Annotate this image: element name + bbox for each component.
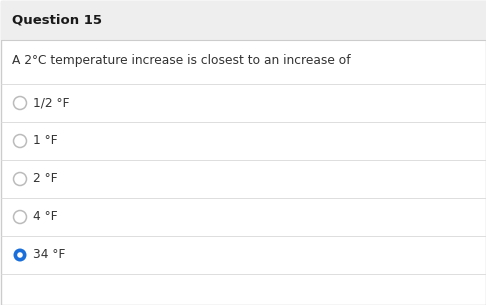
- Circle shape: [17, 252, 23, 258]
- Text: 1/2 °F: 1/2 °F: [33, 96, 69, 109]
- Text: 4 °F: 4 °F: [33, 210, 58, 224]
- Circle shape: [14, 249, 27, 261]
- Text: 34 °F: 34 °F: [33, 249, 66, 261]
- Text: Question 15: Question 15: [12, 13, 102, 27]
- Text: 1 °F: 1 °F: [33, 135, 58, 148]
- Circle shape: [14, 173, 27, 185]
- Circle shape: [14, 135, 27, 148]
- Text: A 2°C temperature increase is closest to an increase of: A 2°C temperature increase is closest to…: [12, 54, 350, 67]
- Text: 2 °F: 2 °F: [33, 173, 58, 185]
- FancyBboxPatch shape: [0, 1, 486, 40]
- Circle shape: [14, 96, 27, 109]
- Circle shape: [14, 210, 27, 224]
